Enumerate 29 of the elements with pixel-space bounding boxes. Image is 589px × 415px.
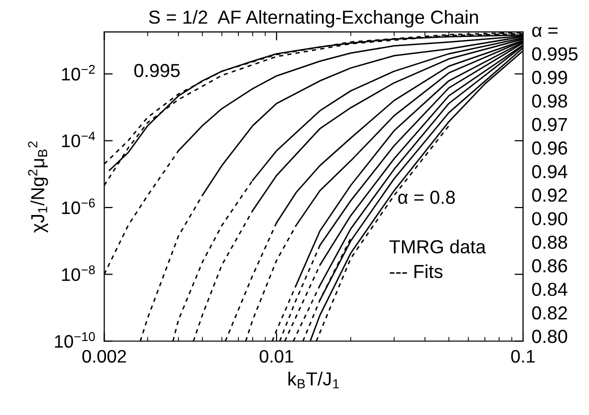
y-axis-title: χJ$_{1}$/Ng$^{2}$μ$_{B}$$^{2}$: [28, 141, 48, 233]
y-tick-label: 10$^{−6}$: [62, 198, 95, 214]
chart-title: S = 1/2 AF Alternating-Exchange Chain: [149, 10, 478, 28]
annotation: --- Fits: [390, 264, 442, 278]
text: α =: [532, 26, 558, 37]
y-tick-label: 10$^{−10}$: [55, 332, 95, 348]
text: 0.97: [532, 118, 567, 132]
x-tick-label: 0.002: [82, 350, 126, 363]
x-axis-title: k$_{B}$T/J$_{1}$: [288, 372, 339, 388]
annotation: TMRG data: [389, 240, 486, 254]
text: 0.99: [532, 70, 568, 84]
text: 0.995: [532, 47, 578, 61]
text: 0.90: [532, 212, 568, 226]
text: 0.84: [532, 282, 568, 296]
text: 0.96: [532, 141, 568, 155]
x-tick-label: 0.01: [260, 350, 294, 363]
y-tick-label: 10$^{−8}$: [62, 265, 95, 282]
text: 0.92: [532, 188, 567, 202]
y-tick-label: 10$^{−2}$: [62, 64, 95, 81]
text: 0.80: [532, 330, 568, 344]
x-tick-label: 0.1: [511, 350, 535, 363]
annotation: α = 0.8: [398, 190, 455, 204]
text: 0.88: [532, 236, 568, 249]
text: 0.98: [532, 94, 568, 108]
text: 0.82: [532, 306, 567, 320]
annotation: 0.995: [134, 64, 180, 78]
text: 0.94: [532, 164, 568, 178]
text: 0.86: [532, 259, 568, 272]
y-tick-label: 10$^{−4}$: [62, 132, 95, 148]
